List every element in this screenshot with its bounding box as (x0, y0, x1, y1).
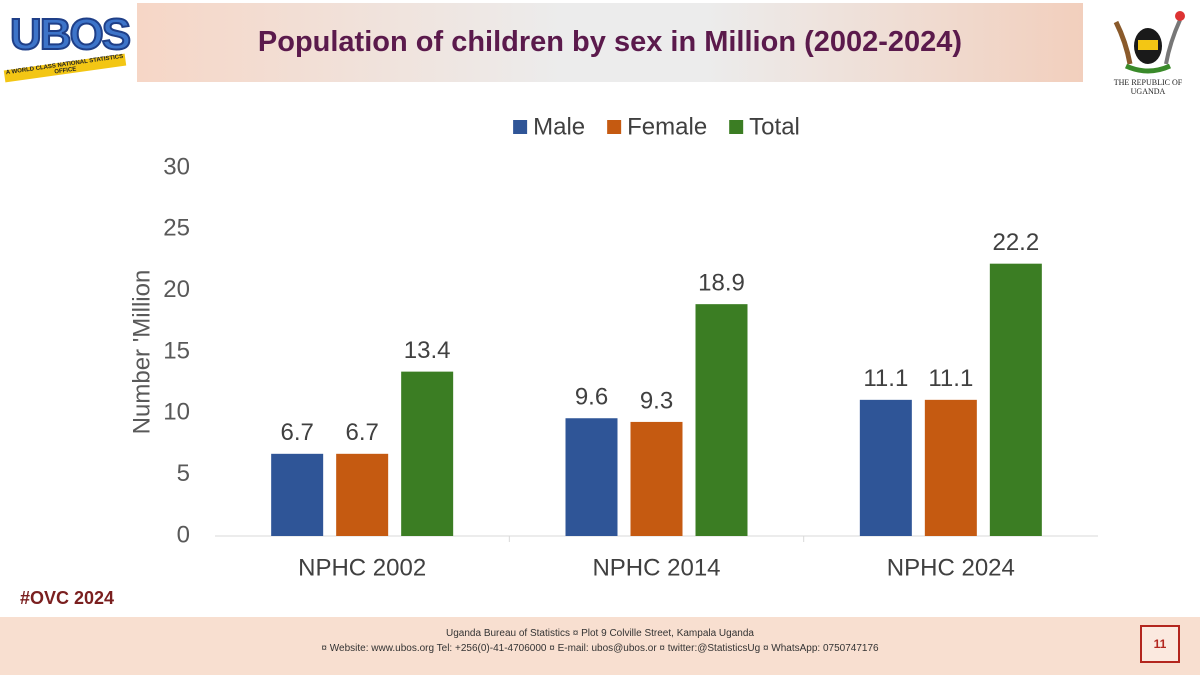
logo: UBOS A WORLD CLASS NATIONAL STATISTICS O… (3, 2, 132, 88)
value-label: 11.1 (863, 365, 908, 392)
footer-line: Uganda Bureau of Statistics ¤ Plot 9 Col… (446, 628, 754, 639)
bar (989, 263, 1042, 536)
bar (630, 421, 683, 536)
value-label: 9.3 (640, 387, 673, 414)
value-label: 22.2 (992, 229, 1039, 256)
value-label: 18.9 (698, 270, 745, 297)
chart-title: Population of children by sex in Million… (257, 26, 963, 58)
x-tick-label: NPHC 2014 (592, 554, 720, 581)
bar (401, 371, 454, 536)
bar (695, 304, 748, 536)
hashtag: #OVC 2024 (20, 588, 115, 608)
bar (271, 453, 324, 536)
y-tick-label: 20 (163, 276, 190, 303)
value-label: 9.6 (575, 384, 608, 411)
title-box: Population of children by sex in Million… (137, 3, 1083, 82)
value-label: 6.7 (280, 419, 313, 446)
footer-line: ¤ Website: www.ubos.org Tel: +256(0)-41-… (321, 643, 879, 654)
value-label: 13.4 (404, 337, 451, 364)
legend-swatch (607, 120, 622, 134)
y-tick-label: 10 (163, 399, 190, 426)
coat-emblem (1113, 11, 1185, 74)
coat-of-arms: THE REPUBLIC OF UGANDA (1096, 2, 1200, 96)
x-tick-label: NPHC 2002 (298, 554, 426, 581)
y-axis-label: Number 'Million (128, 270, 155, 435)
legend-swatch (729, 120, 744, 134)
y-tick-label: 0 (177, 521, 190, 548)
logo-text: UBOS (9, 9, 132, 60)
legend-swatch (513, 120, 528, 134)
bar (924, 399, 977, 536)
bar (859, 399, 912, 536)
x-tick-label: NPHC 2024 (887, 554, 1015, 581)
y-tick-label: 5 (177, 460, 190, 487)
y-tick-label: 15 (163, 337, 190, 364)
coat-caption: THE REPUBLIC OF UGANDA (1113, 78, 1183, 96)
legend-label: Male (533, 113, 585, 140)
chart: Number 'Million 0 5 10 15 20 25 30 NPHC 2002 6.7… (128, 113, 1098, 581)
legend-label: Female (627, 113, 707, 140)
legend-label: Total (749, 113, 800, 140)
bar (336, 453, 389, 536)
y-tick-label: 25 (163, 215, 190, 242)
bar (565, 418, 618, 536)
y-tick-label: 30 (163, 153, 190, 180)
footer: Uganda Bureau of Statistics ¤ Plot 9 Col… (0, 617, 1200, 675)
value-label: 6.7 (345, 419, 378, 446)
page-number: 11 (1140, 625, 1180, 663)
value-label: 11.1 (928, 365, 973, 392)
